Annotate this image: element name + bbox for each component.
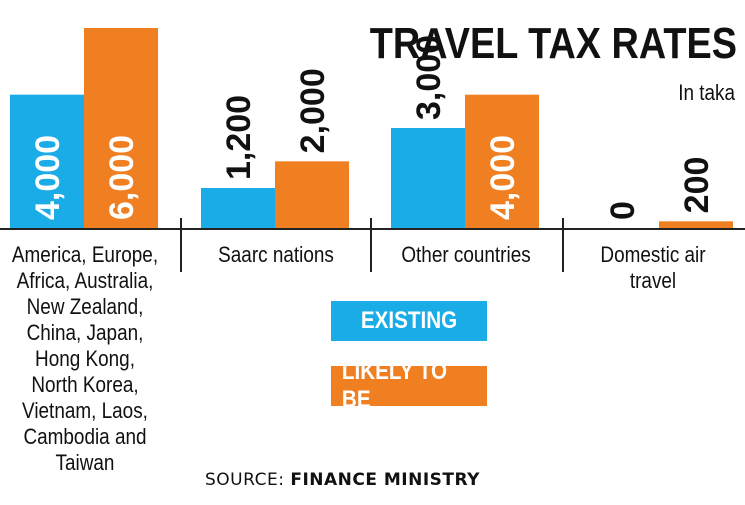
value-label-likely-2: 2,000 [294, 68, 332, 153]
legend-existing: EXISTING [331, 301, 487, 341]
chart-subtitle: In taka [678, 80, 735, 105]
value-label-likely-4: 200 [678, 157, 716, 214]
bar-likely-1 [84, 28, 158, 228]
legend-existing-label: EXISTING [360, 307, 458, 334]
value-label-likely-1: 6,000 [103, 135, 141, 220]
bar-likely-3 [465, 94, 539, 229]
bar-likely-4 [659, 221, 733, 228]
category-label-1: America, Europe, Africa, Australia, New … [11, 242, 159, 475]
bar-existing-2 [201, 188, 275, 228]
value-label-existing-4: 0 [604, 201, 642, 220]
value-label-existing-3: 3,000 [410, 35, 448, 120]
source-note: SOURCE: FINANCE MINISTRY [205, 470, 480, 490]
value-label-likely-3: 4,000 [484, 135, 522, 220]
value-label-existing-2: 1,200 [220, 95, 258, 180]
source-label: SOURCE: [205, 470, 285, 490]
bar-existing-3 [391, 128, 465, 228]
bar-existing-1 [10, 94, 84, 229]
legend-likely: LIKELY TO BE [331, 358, 487, 413]
category-label-4: Domestic air travel [600, 242, 706, 293]
bar-likely-2 [275, 161, 349, 228]
chart-title: TRAVEL TAX RATES [369, 19, 737, 68]
category-label-2: Saarc nations [218, 242, 334, 267]
legend-likely-label: LIKELY TO BE [341, 358, 448, 413]
category-label-3: Other countries [401, 242, 531, 267]
source-value: FINANCE MINISTRY [290, 470, 480, 490]
value-label-existing-1: 4,000 [29, 135, 67, 220]
